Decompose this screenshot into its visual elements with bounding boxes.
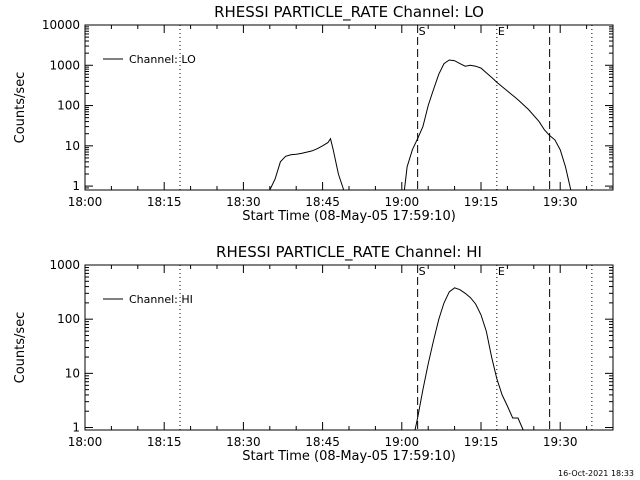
- series-line: [269, 137, 345, 191]
- legend-label: Channel: LO: [129, 53, 196, 66]
- x-tick-label: 18:00: [68, 195, 103, 209]
- marker-label-s: S: [419, 265, 426, 278]
- y-tick-label: 100: [57, 99, 80, 113]
- y-tick-label: 10: [65, 366, 80, 380]
- x-tick-label: 18:00: [68, 435, 103, 449]
- y-tick-label: 10: [65, 139, 80, 153]
- x-tick-label: 19:00: [385, 435, 420, 449]
- x-tick-label: 19:30: [543, 195, 578, 209]
- y-axis-label: Counts/sec: [13, 72, 28, 144]
- marker-label-s: S: [419, 25, 426, 38]
- x-tick-label: 18:45: [305, 435, 340, 449]
- x-tick-label: 19:15: [464, 195, 499, 209]
- y-tick-label: 1000: [49, 58, 80, 72]
- panel-channel-hi: RHESSI PARTICLE_RATE Channel: HI 18:00 18:…: [13, 243, 614, 464]
- series-line: [414, 287, 524, 431]
- footer-timestamp: 16-Oct-2021 18:33: [558, 469, 634, 478]
- panel-channel-lo: RHESSI PARTICLE_RATE Channel: LO 18:00 18:…: [13, 3, 614, 224]
- plot-frame: [84, 264, 614, 431]
- y-tick-label: 10000: [42, 18, 80, 32]
- x-tick-label: 18:30: [226, 435, 261, 449]
- x-tick-label: 18:30: [226, 195, 261, 209]
- y-tick-label: 1: [72, 179, 80, 193]
- x-tick-label: 19:30: [543, 435, 578, 449]
- marker-label-e: E: [498, 265, 505, 278]
- x-tick-label: 18:45: [305, 195, 340, 209]
- y-tick-label: 100: [57, 312, 80, 326]
- chart-title: RHESSI PARTICLE_RATE Channel: LO: [214, 3, 484, 22]
- y-tick-label: 1000: [49, 258, 80, 272]
- y-axis-label: Counts/sec: [13, 312, 28, 384]
- x-axis-label: Start Time (08-May-05 17:59:10): [242, 209, 456, 224]
- x-tick-label: 18:15: [147, 435, 182, 449]
- series-line: [403, 59, 572, 191]
- x-tick-label: 19:00: [385, 195, 420, 209]
- legend-label: Channel: HI: [129, 293, 193, 306]
- chart-title: RHESSI PARTICLE_RATE Channel: HI: [216, 243, 482, 262]
- x-axis-label: Start Time (08-May-05 17:59:10): [242, 449, 456, 464]
- y-tick-label: 1: [72, 421, 80, 435]
- marker-label-e: E: [498, 25, 505, 38]
- x-tick-label: 19:15: [464, 435, 499, 449]
- plot-frame: [84, 24, 614, 191]
- x-tick-label: 18:15: [147, 195, 182, 209]
